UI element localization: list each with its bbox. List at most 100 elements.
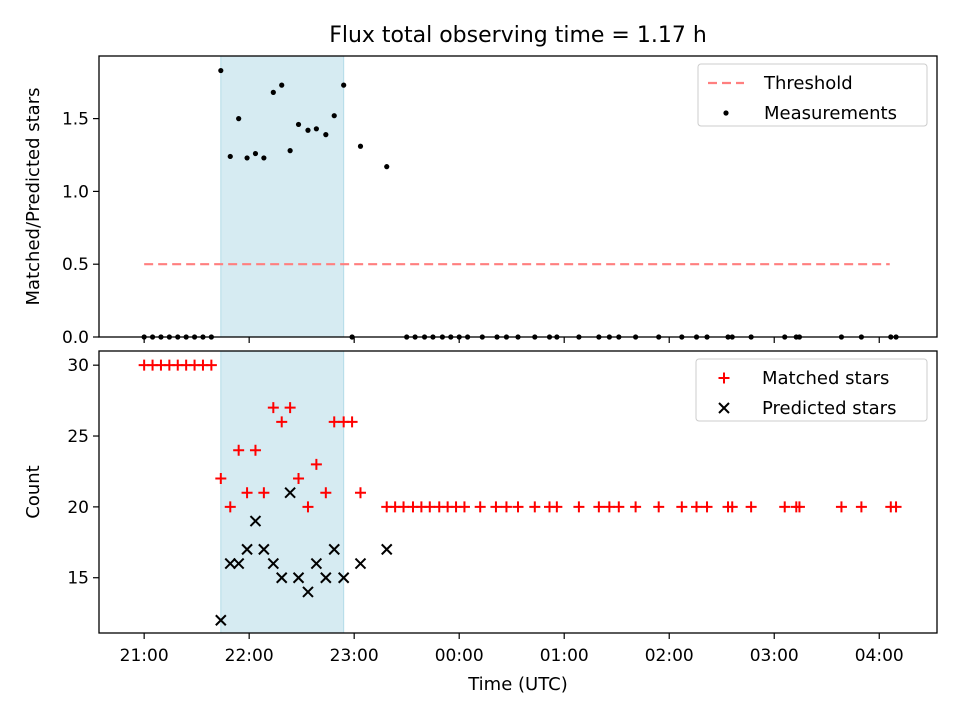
panel-counts: 15 20 25 30 21:00 22:00 23:00 00:00 01:00 02:00 03…	[23, 350, 938, 666]
shaded-span	[220, 55, 345, 338]
x-tick-label: 03:00	[750, 646, 799, 666]
data-point	[346, 416, 358, 428]
data-point	[354, 487, 366, 499]
data-point	[279, 82, 285, 88]
series-matched-stars	[138, 359, 902, 513]
x-tick-label: 23:00	[330, 646, 379, 666]
panel-ratio: 0.0 0.5 1.0 1.5 Matched/Predicted stars Thres…	[23, 55, 938, 348]
x-tick-label: 22:00	[225, 646, 274, 666]
data-point	[500, 501, 512, 513]
data-point	[529, 501, 541, 513]
data-point	[424, 501, 436, 513]
data-point	[855, 501, 867, 513]
data-point	[258, 487, 270, 499]
data-point	[691, 501, 703, 513]
data-point	[293, 473, 305, 485]
data-point	[249, 515, 262, 527]
data-point	[276, 416, 288, 428]
legend-box	[695, 358, 928, 422]
data-point	[593, 501, 605, 513]
data-point	[676, 501, 688, 513]
data-point	[302, 586, 314, 598]
data-point	[241, 543, 253, 556]
data-point	[292, 572, 305, 584]
data-point	[310, 557, 323, 570]
data-point	[276, 572, 288, 584]
data-point	[328, 416, 340, 428]
data-point	[320, 487, 332, 499]
data-point	[551, 501, 563, 513]
data-point	[323, 132, 329, 138]
data-point	[241, 487, 253, 499]
data-point	[218, 67, 224, 74]
data-point	[320, 572, 332, 584]
axes-frame	[98, 350, 938, 634]
legend-swatch	[718, 372, 730, 384]
x-tick-label: 01:00	[540, 646, 589, 666]
data-point	[381, 543, 393, 556]
data-point	[252, 150, 259, 157]
chart-title: Flux total observing time = 1.17 h	[329, 23, 707, 48]
legend-label: Predicted stars	[762, 398, 896, 419]
data-point	[331, 113, 337, 119]
data-point	[305, 127, 311, 133]
legend-swatch	[718, 402, 730, 414]
data-point	[835, 501, 847, 513]
data-point	[249, 444, 261, 456]
data-point	[232, 557, 245, 570]
data-point	[267, 557, 280, 570]
data-point	[310, 458, 322, 470]
data-point	[267, 402, 279, 414]
data-point	[490, 501, 502, 513]
data-point	[354, 557, 367, 570]
y-tick-label: 1.5	[62, 110, 89, 130]
data-point	[224, 557, 236, 570]
data-point	[398, 501, 410, 513]
data-point	[357, 143, 364, 149]
legend: Matched stars Predicted stars	[695, 358, 928, 422]
chart-panels: 0.0 0.5 1.0 1.5 Matched/Predicted stars Thres…	[23, 55, 938, 666]
y-axis-label: Matched/Predicted stars	[23, 88, 44, 306]
legend-label: Matched stars	[762, 368, 889, 389]
data-point	[701, 501, 713, 513]
data-point	[603, 501, 615, 513]
data-point	[573, 501, 585, 513]
data-point	[890, 501, 902, 513]
legend-label: Threshold	[763, 73, 853, 94]
data-point	[258, 543, 270, 556]
x-tick-label: 04:00	[855, 646, 904, 666]
data-point	[328, 543, 340, 556]
data-point	[224, 501, 236, 513]
y-tick-label: 0.5	[62, 255, 89, 275]
legend-swatch	[723, 110, 729, 116]
data-point	[233, 444, 245, 456]
y-tick-label: 0.0	[62, 328, 89, 348]
data-point	[458, 501, 470, 513]
data-point	[630, 501, 642, 513]
data-point	[793, 501, 805, 513]
data-point	[284, 402, 296, 414]
data-point	[302, 501, 314, 513]
x-tick-label: 21:00	[120, 646, 169, 666]
data-point	[236, 116, 242, 122]
legend-box	[697, 63, 928, 127]
data-point	[384, 164, 390, 170]
data-point	[313, 126, 319, 132]
data-point	[779, 501, 791, 513]
data-point	[244, 155, 250, 161]
data-point	[341, 82, 347, 88]
data-point	[745, 501, 757, 513]
data-point	[726, 501, 738, 513]
data-point	[284, 487, 296, 499]
data-point	[270, 89, 276, 95]
data-point	[613, 501, 625, 513]
axes-frame	[98, 55, 938, 338]
data-point	[512, 501, 524, 513]
data-point	[215, 473, 227, 485]
data-point	[337, 572, 350, 584]
data-point	[227, 153, 233, 160]
legend: Threshold Measurements	[697, 63, 928, 127]
legend-label: Measurements	[764, 103, 897, 124]
y-tick-label: 20	[67, 498, 89, 518]
